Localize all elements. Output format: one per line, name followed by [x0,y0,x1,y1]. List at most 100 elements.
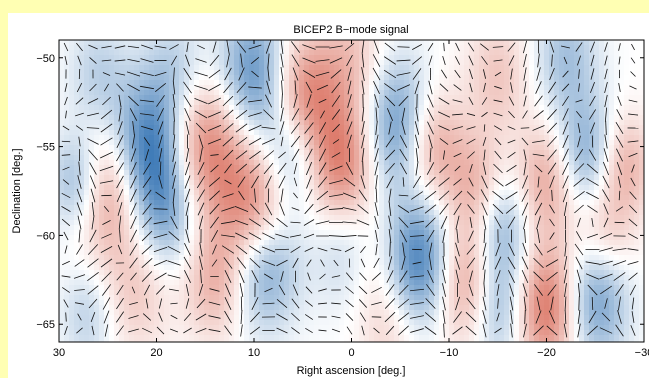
heatmap-cell [234,45,240,51]
heatmap-cell [319,100,325,106]
heatmap-cell [339,70,345,76]
heatmap-cell [224,250,230,256]
heatmap-cell [639,105,644,111]
heatmap-cell [589,115,595,121]
heatmap-cell [609,215,615,221]
heatmap-cell [604,190,610,196]
heatmap-cell [69,100,75,106]
heatmap-cell [149,180,155,186]
heatmap-cell [259,245,265,251]
heatmap-cell [59,155,65,161]
heatmap-cell [99,55,105,61]
heatmap-cell [374,145,380,151]
heatmap-cell [499,110,505,116]
heatmap-cell [119,40,125,46]
heatmap-cell [74,160,80,166]
heatmap-cell [389,65,395,71]
heatmap-cell [544,225,550,231]
heatmap-cell [549,80,555,86]
heatmap-cell [254,235,260,241]
heatmap-cell [84,100,90,106]
heatmap-cell [514,185,520,191]
heatmap-cell [444,50,450,56]
heatmap-cell [554,145,560,151]
heatmap-cell [549,65,555,71]
heatmap-cell [284,40,290,46]
heatmap-cell [364,60,370,66]
heatmap-cell [639,220,644,226]
heatmap-cell [374,170,380,176]
heatmap-cell [529,85,535,91]
heatmap-cell [419,210,425,216]
heatmap-cell [389,55,395,61]
heatmap-cell [284,205,290,211]
heatmap-cell [474,60,480,66]
heatmap-cell [534,175,540,181]
heatmap-cell [214,110,220,116]
heatmap-cell [534,65,540,71]
heatmap-cell [584,80,590,86]
heatmap-cell [229,250,235,256]
heatmap-cell [624,105,630,111]
heatmap-cell [244,180,250,186]
heatmap-cell [454,210,460,216]
heatmap-cell [59,250,65,256]
heatmap-cell [139,150,145,156]
heatmap-cell [359,170,365,176]
heatmap-cell [579,170,585,176]
heatmap-cell [134,145,140,151]
heatmap-cell [634,215,640,221]
heatmap-cell [624,50,630,56]
heatmap-cell [134,170,140,176]
heatmap-cell [184,90,190,96]
heatmap-cell [639,85,644,91]
heatmap-cell [159,190,165,196]
heatmap-cell [394,140,400,146]
heatmap-cell [389,165,395,171]
heatmap-cell [434,170,440,176]
heatmap-cell [224,135,230,141]
heatmap-cell [469,220,475,226]
heatmap-cell [594,145,600,151]
heatmap-cell [69,225,75,231]
heatmap-cell [314,60,320,66]
heatmap-cell [619,90,625,96]
heatmap-cell [269,205,275,211]
heatmap-cell [284,50,290,56]
heatmap-cell [284,240,290,246]
heatmap-cell [244,150,250,156]
heatmap-cell [484,75,490,81]
heatmap-cell [624,45,630,51]
heatmap-cell [624,125,630,131]
heatmap-cell [119,85,125,91]
heatmap-cell [304,180,310,186]
heatmap-cell [539,170,545,176]
heatmap-cell [279,225,285,231]
heatmap-cell [129,65,135,71]
heatmap-cell [134,195,140,201]
heatmap-cell [119,65,125,71]
heatmap-cell [484,70,490,76]
heatmap-cell [489,175,495,181]
heatmap-cell [259,115,265,121]
heatmap-cell [199,135,205,141]
heatmap-cell [74,85,80,91]
heatmap-cell [219,240,225,246]
heatmap-cell [64,130,70,136]
heatmap-cell [289,140,295,146]
heatmap-cell [464,90,470,96]
heatmap-cell [579,220,585,226]
heatmap-cell [114,125,120,131]
heatmap-cell [609,55,615,61]
heatmap-cell [549,230,555,236]
heatmap-cell [484,165,490,171]
heatmap-cell [599,115,605,121]
heatmap-cell [549,130,555,136]
heatmap-cell [469,105,475,111]
heatmap-cell [364,85,370,91]
heatmap-cell [224,145,230,151]
heatmap-cell [174,185,180,191]
heatmap-cell [104,115,110,121]
heatmap-cell [464,155,470,161]
heatmap-cell [259,195,265,201]
